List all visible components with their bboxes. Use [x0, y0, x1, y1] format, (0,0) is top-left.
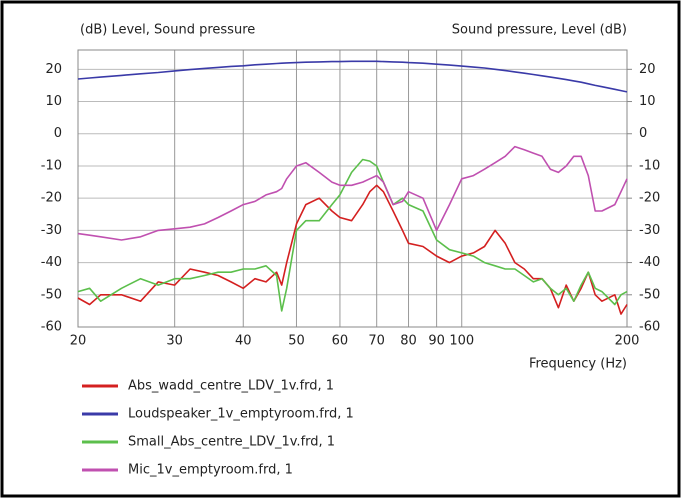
- y-tick-label: -40: [41, 255, 62, 270]
- y-axis-title: (dB) Level, Sound pressure: [80, 23, 255, 38]
- x-axis-title: Frequency (Hz): [529, 357, 627, 372]
- y2-tick-label: -60: [639, 320, 660, 335]
- x-tick-label: 200: [615, 334, 640, 349]
- y2-tick-label: -20: [639, 191, 660, 206]
- y-tick-label: 20: [45, 62, 62, 77]
- legend-label: Small_Abs_centre_LDV_1v.frd, 1: [128, 435, 335, 450]
- legend-label: Loudspeaker_1v_emptyroom.frd, 1: [128, 407, 354, 422]
- y-tick-label: 0: [54, 126, 62, 141]
- x-tick-label: 20: [70, 334, 87, 349]
- x-tick-label: 40: [235, 334, 252, 349]
- y-tick-label: 10: [45, 94, 62, 109]
- y-tick-label: -60: [41, 320, 62, 335]
- y2-axis-title: Sound pressure, Level (dB): [452, 23, 627, 38]
- y-tick-label: -30: [41, 223, 62, 238]
- series-line: [77, 60, 628, 93]
- y2-tick-label: 0: [639, 126, 647, 141]
- legend-label: Mic_1v_emptyroom.frd, 1: [128, 463, 293, 478]
- y2-tick-label: -30: [639, 223, 660, 238]
- series-line: [77, 145, 628, 241]
- y2-tick-label: -10: [639, 158, 660, 173]
- x-tick-label: 80: [400, 334, 417, 349]
- y2-tick-label: 10: [639, 94, 656, 109]
- x-tick-label: 70: [368, 334, 385, 349]
- y-tick-label: -20: [41, 191, 62, 206]
- x-tick-label: 50: [288, 334, 305, 349]
- x-tick-label: 100: [449, 334, 474, 349]
- x-tick-label: 60: [332, 334, 349, 349]
- legend-label: Abs_wadd_centre_LDV_1v.frd, 1: [128, 379, 334, 394]
- y-tick-label: -50: [41, 287, 62, 302]
- plot-area: [77, 49, 628, 328]
- series-line: [77, 184, 628, 315]
- y2-tick-label: -50: [639, 287, 660, 302]
- y2-tick-label: 20: [639, 62, 656, 77]
- x-tick-label: 90: [428, 334, 445, 349]
- y-tick-label: -10: [41, 158, 62, 173]
- y2-tick-label: -40: [639, 255, 660, 270]
- x-tick-label: 30: [166, 334, 183, 349]
